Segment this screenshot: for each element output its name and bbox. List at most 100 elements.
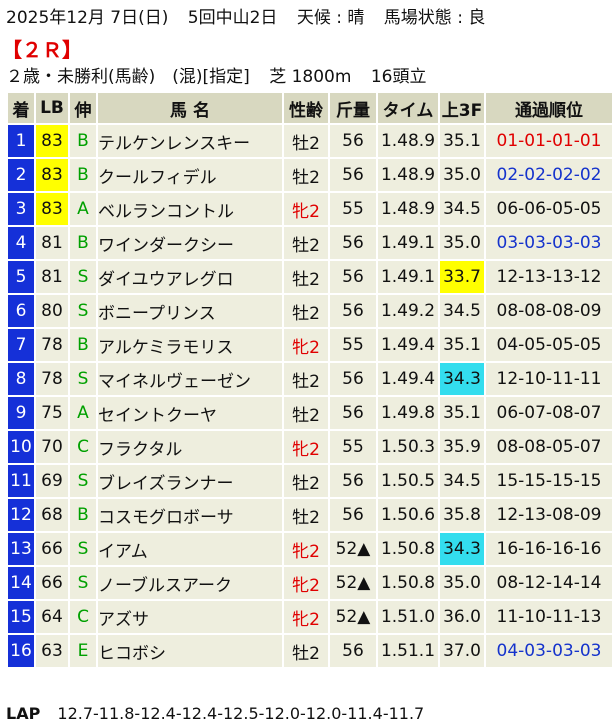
- table-row: 9 75 A セイントクーヤ 牡2 56 1.49.8 35.1 06-07-08-07: [6, 395, 613, 431]
- running-style: S: [68, 463, 98, 499]
- lb-rating: 68: [34, 497, 70, 533]
- carried-weight: 56: [328, 633, 378, 669]
- running-style: S: [68, 531, 98, 567]
- table-row: 3 83 A ベルランコントル 牝2 55 1.48.9 34.5 06-06-05-05: [6, 191, 613, 227]
- passing-order: 12-13-13-12: [484, 259, 613, 295]
- finish-position: 3: [6, 191, 36, 227]
- finish-position: 16: [6, 633, 36, 669]
- carried-weight: 56: [328, 123, 378, 159]
- running-style: B: [68, 123, 98, 159]
- sex-age: 牡2: [282, 259, 330, 295]
- running-style: S: [68, 361, 98, 397]
- last-3f: 35.1: [438, 327, 486, 363]
- header-passing: 通過順位: [484, 91, 613, 125]
- running-style: B: [68, 497, 98, 533]
- horse-name: ワインダークシー: [96, 225, 284, 261]
- passing-order: 06-06-05-05: [484, 191, 613, 227]
- horse-name: フラクタル: [96, 429, 284, 465]
- last-3f: 35.1: [438, 395, 486, 431]
- horse-name: イアム: [96, 531, 284, 567]
- running-style: S: [68, 259, 98, 295]
- running-style: B: [68, 225, 98, 261]
- table-row: 6 80 S ボニープリンス 牡2 56 1.49.2 34.5 08-08-08-09: [6, 293, 613, 329]
- race-date: 2025年12月 7日(日): [6, 8, 169, 28]
- horse-name: ベルランコントル: [96, 191, 284, 227]
- finish-time: 1.48.9: [376, 191, 440, 227]
- sex-age: 牡2: [282, 633, 330, 669]
- finish-position: 10: [6, 429, 36, 465]
- carried-weight: 52▲: [328, 531, 378, 567]
- lb-rating: 83: [34, 123, 70, 159]
- lb-rating: 66: [34, 531, 70, 567]
- finish-position: 12: [6, 497, 36, 533]
- header-sex-age: 性齢: [282, 91, 330, 125]
- running-style: A: [68, 191, 98, 227]
- horse-name: ヒコボシ: [96, 633, 284, 669]
- table-row: 15 64 C アズサ 牝2 52▲ 1.51.0 36.0 11-10-11-13: [6, 599, 613, 635]
- running-style: C: [68, 599, 98, 635]
- sex-age: 牝2: [282, 565, 330, 601]
- finish-position: 5: [6, 259, 36, 295]
- header-last3f: 上3F: [438, 91, 486, 125]
- horse-name: テルケンレンスキー: [96, 123, 284, 159]
- passing-order: 11-10-11-13: [484, 599, 613, 635]
- race-class: ２歳・未勝利(馬齢) (混)[指定]: [6, 67, 250, 87]
- finish-time: 1.51.0: [376, 599, 440, 635]
- finish-time: 1.51.1: [376, 633, 440, 669]
- sex-age: 牡2: [282, 497, 330, 533]
- running-style: B: [68, 327, 98, 363]
- sex-age: 牡2: [282, 395, 330, 431]
- carried-weight: 56: [328, 361, 378, 397]
- race-header-line1: 2025年12月 7日(日) 5回中山2日 天候 : 晴 馬場状態 : 良: [6, 3, 485, 28]
- carried-weight: 56: [328, 157, 378, 193]
- passing-order: 02-02-02-02: [484, 157, 613, 193]
- passing-order: 08-12-14-14: [484, 565, 613, 601]
- passing-order: 08-08-05-07: [484, 429, 613, 465]
- last-3f: 35.1: [438, 123, 486, 159]
- lb-rating: 81: [34, 259, 70, 295]
- carried-weight: 56: [328, 293, 378, 329]
- lb-rating: 66: [34, 565, 70, 601]
- passing-order: 06-07-08-07: [484, 395, 613, 431]
- race-meeting: 5回中山2日: [187, 8, 278, 28]
- last-3f: 34.5: [438, 463, 486, 499]
- passing-order: 15-15-15-15: [484, 463, 613, 499]
- sex-age: 牡2: [282, 293, 330, 329]
- last-3f: 35.9: [438, 429, 486, 465]
- sex-age: 牡2: [282, 157, 330, 193]
- lap-times: LAP 12.7-11.8-12.4-12.4-12.5-12.0-12.0-1…: [6, 704, 424, 723]
- table-row: 16 63 E ヒコボシ 牡2 56 1.51.1 37.0 04-03-03-03: [6, 633, 613, 669]
- header-horse-name: 馬 名: [96, 91, 284, 125]
- sex-age: 牝2: [282, 191, 330, 227]
- table-row: 7 78 B アルケミラモリス 牝2 55 1.49.4 35.1 04-05-05-05: [6, 327, 613, 363]
- last-3f: 35.8: [438, 497, 486, 533]
- finish-position: 2: [6, 157, 36, 193]
- passing-order: 04-03-03-03: [484, 633, 613, 669]
- lb-rating: 75: [34, 395, 70, 431]
- running-style: E: [68, 633, 98, 669]
- header-style: 伸: [68, 91, 98, 125]
- last-3f: 35.0: [438, 157, 486, 193]
- sex-age: 牡2: [282, 123, 330, 159]
- finish-position: 14: [6, 565, 36, 601]
- horse-name: アズサ: [96, 599, 284, 635]
- finish-position: 13: [6, 531, 36, 567]
- carried-weight: 56: [328, 225, 378, 261]
- finish-time: 1.49.2: [376, 293, 440, 329]
- table-row: 13 66 S イアム 牝2 52▲ 1.50.8 34.3 16-16-16-16: [6, 531, 613, 567]
- carried-weight: 52▲: [328, 599, 378, 635]
- finish-position: 6: [6, 293, 36, 329]
- last-3f: 35.0: [438, 225, 486, 261]
- table-row: 11 69 S ブレイズランナー 牡2 56 1.50.5 34.5 15-15-15-15: [6, 463, 613, 499]
- finish-time: 1.48.9: [376, 157, 440, 193]
- header-weight: 斤量: [328, 91, 378, 125]
- passing-order: 12-10-11-11: [484, 361, 613, 397]
- lb-rating: 78: [34, 361, 70, 397]
- last-3f: 34.5: [438, 293, 486, 329]
- passing-order: 01-01-01-01: [484, 123, 613, 159]
- last-3f: 34.3: [438, 361, 486, 397]
- lb-rating: 70: [34, 429, 70, 465]
- results-table: 着 LB 伸 馬 名 性齢 斤量 タイム 上3F 通過順位 1 83 B テルケンレン…: [6, 91, 613, 669]
- lap-values: 12.7-11.8-12.4-12.4-12.5-12.0-12.0-11.4-…: [57, 704, 425, 723]
- lb-rating: 81: [34, 225, 70, 261]
